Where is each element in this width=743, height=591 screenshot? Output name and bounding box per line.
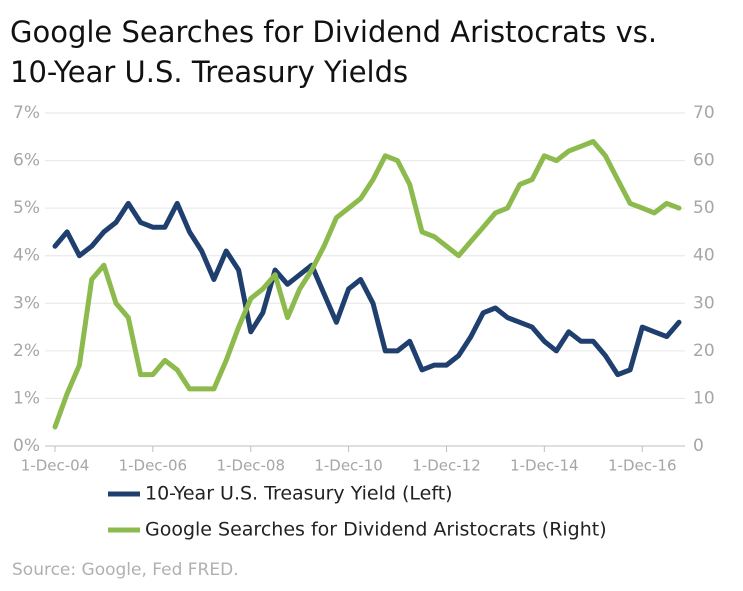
- y2-tick-label: 10: [693, 388, 715, 408]
- x-tick-label: 1-Dec-06: [119, 457, 187, 475]
- y2-tick-label: 0: [693, 436, 704, 456]
- y-tick-label: 0%: [13, 436, 40, 456]
- x-tick-label: 1-Dec-10: [314, 457, 382, 475]
- y-tick-label: 1%: [13, 388, 40, 408]
- y-tick-label: 2%: [13, 341, 40, 361]
- series-line: [52, 200, 682, 378]
- x-tick-label: 1-Dec-12: [412, 457, 480, 475]
- series-line: [52, 139, 682, 430]
- chart-title: Google Searches for Dividend Aristocrats…: [10, 15, 657, 49]
- y2-tick-label: 30: [693, 293, 715, 313]
- y-tick-label: 3%: [13, 293, 40, 313]
- y-tick-label: 4%: [13, 246, 40, 266]
- y2-tick-label: 20: [693, 341, 715, 361]
- x-tick-label: 1-Dec-08: [217, 457, 285, 475]
- chart-title: 10-Year U.S. Treasury Yields: [10, 55, 408, 89]
- legend-label: Google Searches for Dividend Aristocrats…: [145, 519, 607, 541]
- x-tick-label: 1-Dec-16: [608, 457, 676, 475]
- x-tick-label: 1-Dec-04: [21, 457, 89, 475]
- y2-tick-label: 60: [693, 151, 715, 171]
- legend-label: 10-Year U.S. Treasury Yield (Left): [145, 483, 453, 505]
- y-tick-label: 7%: [13, 103, 40, 123]
- x-tick-label: 1-Dec-14: [510, 457, 578, 475]
- y2-tick-label: 70: [693, 103, 715, 123]
- y2-tick-label: 50: [693, 198, 715, 218]
- y-tick-label: 5%: [13, 198, 40, 218]
- source: Source: Google, Fed FRED.: [12, 560, 239, 580]
- y-tick-label: 6%: [13, 151, 40, 171]
- y2-tick-label: 40: [693, 246, 715, 266]
